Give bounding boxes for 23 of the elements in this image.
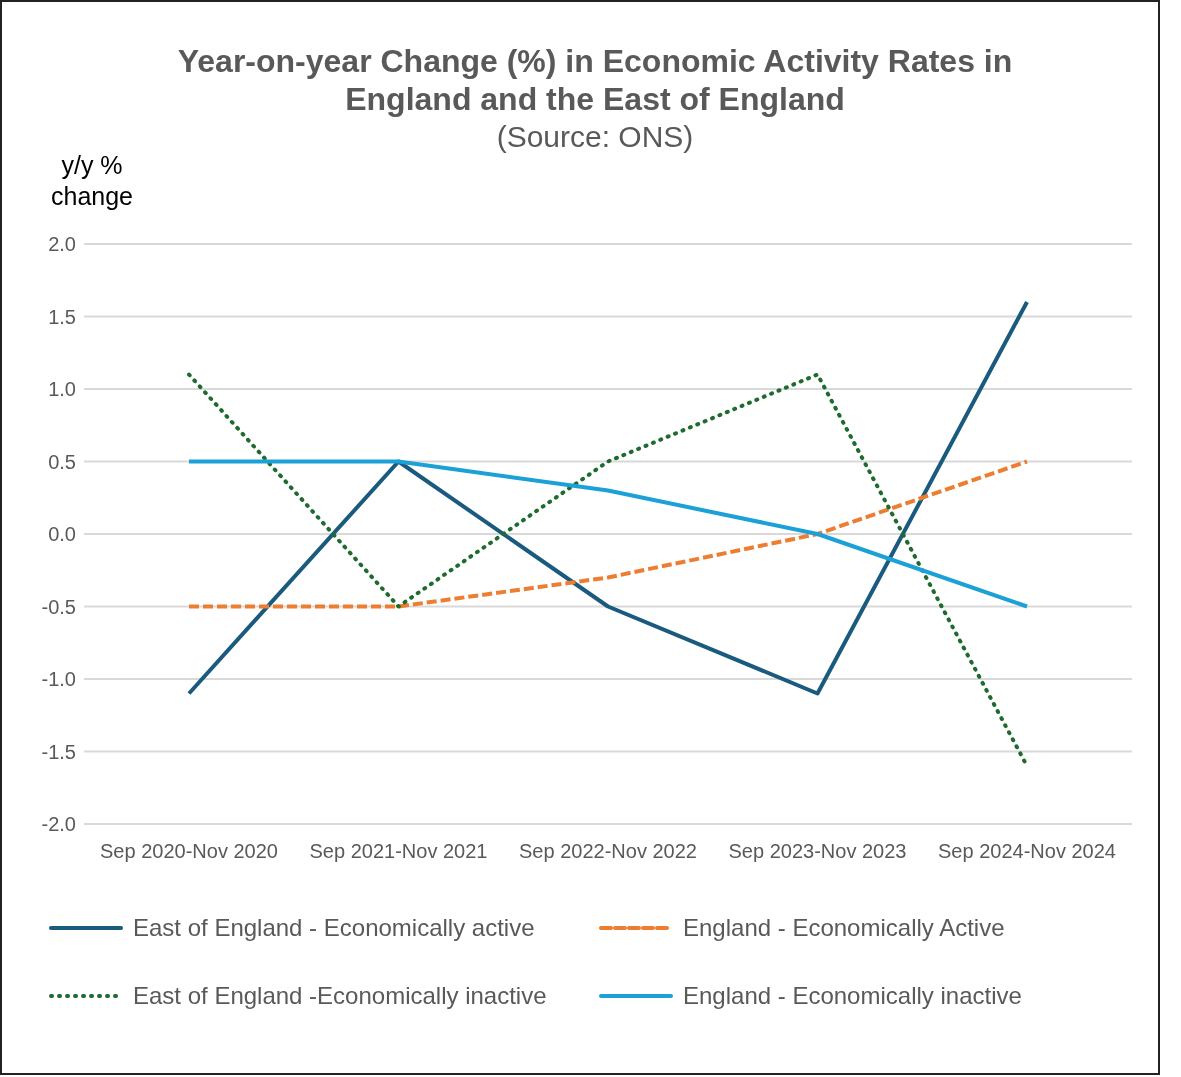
y-tick-label: 2.0 [48,233,76,256]
x-tick-label: Sep 2023-Nov 2023 [728,840,907,863]
y-tick-label: -1.0 [41,668,76,691]
y-tick-label: -0.5 [41,595,76,618]
chart-subtitle: (Source: ONS) [496,120,694,153]
y-tick-label: 1.5 [48,305,76,328]
y-axis-title: y/y % change [50,150,134,212]
legend-label: East of England - Economically active [133,914,535,942]
y-tick-label: 0.5 [48,450,76,473]
y-tick-label: 0.0 [48,523,76,546]
x-tick-label: Sep 2021-Nov 2021 [309,840,488,863]
legend-label: England - Economically inactive [683,982,1022,1010]
y-tick-label: -1.5 [41,740,76,763]
y-tick-label: 1.0 [48,378,76,401]
x-tick-label: Sep 2024-Nov 2024 [938,840,1116,863]
legend-label: East of England -Economically inactive [133,982,547,1010]
line-series [187,459,1029,609]
y-tick-label: -2.0 [41,813,76,836]
legend-label: England - Economically Active [683,914,1005,942]
x-tick-label: Sep 2022-Nov 2022 [519,840,697,863]
x-tick-label: Sep 2020-Nov 2020 [100,840,278,863]
chart-title: Year-on-year Change (%) in Economic Activity Rates in England and the East of England [176,42,1014,118]
line-series [187,300,1029,696]
